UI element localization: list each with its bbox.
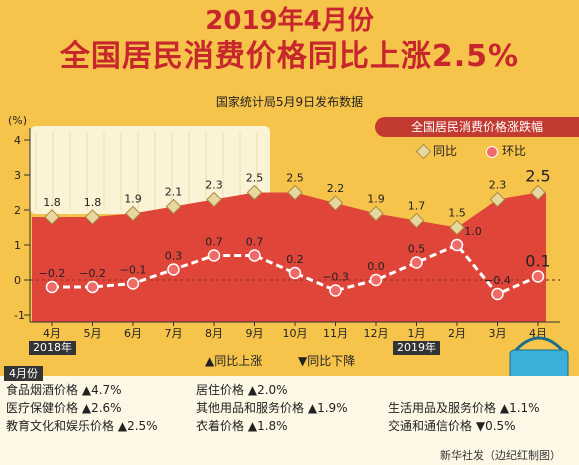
yoy-data-label: 1.8 — [43, 196, 61, 209]
yoy-data-label: 2.5 — [286, 172, 304, 185]
mom-data-label: 0.3 — [165, 250, 183, 263]
x-tick-label: 12月 — [364, 327, 389, 340]
dot-icon — [486, 146, 498, 158]
year-label-2018: 2018年 — [29, 341, 76, 355]
item-transport: 交通和通信价格 ▼0.5% — [388, 417, 516, 434]
mom-point — [371, 275, 382, 286]
yoy-data-label: 1.5 — [448, 207, 466, 220]
x-tick-label: 11月 — [323, 327, 348, 340]
item-name: 生活用品及服务价格 — [388, 401, 496, 415]
mom-data-label: 0.7 — [246, 236, 264, 249]
item-change: ▲1.9% — [308, 401, 348, 415]
x-tick-label: 2月 — [448, 327, 466, 340]
yoy-data-label: 2.3 — [489, 179, 507, 192]
month-tag: 4月份 — [4, 366, 43, 381]
yoy-data-label: 2.5 — [525, 167, 550, 186]
legend-mom-label: 环比 — [502, 144, 526, 158]
item-name: 食品烟酒价格 — [6, 383, 78, 397]
mom-point — [168, 264, 179, 275]
item-change: ▲2.5% — [118, 419, 158, 433]
legend-yoy-label: 同比 — [433, 144, 457, 158]
yoy-data-label: 2.1 — [165, 186, 183, 199]
x-tick-label: 10月 — [283, 327, 308, 340]
y-tick-label: 4 — [14, 134, 21, 147]
mom-point — [290, 268, 301, 279]
item-name: 衣着价格 — [196, 419, 244, 433]
item-housing: 居住价格 ▲2.0% — [196, 381, 288, 398]
y-tick-label: 1 — [14, 239, 21, 252]
item-health: 医疗保健价格 ▲2.6% — [6, 399, 122, 416]
mom-data-label: 0.0 — [367, 260, 385, 273]
item-change: ▲1.8% — [248, 419, 288, 433]
x-tick-label: 5月 — [84, 327, 102, 340]
mom-point — [249, 250, 260, 261]
mom-data-label: −0.2 — [79, 267, 106, 280]
mom-point — [128, 278, 139, 289]
y-tick-label: 0 — [14, 274, 21, 287]
item-change: ▲2.6% — [82, 401, 122, 415]
x-tick-label: 6月 — [124, 327, 142, 340]
y-tick-label: -1 — [14, 309, 25, 322]
mom-point — [411, 257, 422, 268]
yoy-data-label: 1.7 — [408, 200, 426, 213]
yoy-data-label: 2.5 — [246, 172, 264, 185]
mom-data-label: −0.2 — [39, 267, 66, 280]
mom-data-label: −0.3 — [322, 271, 349, 284]
y-unit-label: (%) — [8, 114, 27, 127]
mom-point — [492, 289, 503, 300]
legend-title: 全国居民消费价格涨跌幅 — [375, 117, 579, 137]
item-name: 其他用品和服务价格 — [196, 401, 304, 415]
item-clothing: 衣着价格 ▲1.8% — [196, 417, 288, 434]
yoy-data-label: 1.9 — [124, 193, 142, 206]
legend-mom: 环比 — [486, 142, 526, 159]
mom-point — [47, 282, 58, 293]
yoy-data-label: 2.2 — [327, 182, 345, 195]
x-tick-label: 7月 — [165, 327, 183, 340]
x-tick-label: 3月 — [489, 327, 507, 340]
mom-data-label: 0.7 — [205, 236, 223, 249]
item-other: 其他用品和服务价格 ▲1.9% — [196, 399, 348, 416]
mom-point — [452, 240, 463, 251]
legend-up: ▲同比上涨 — [205, 352, 262, 369]
mom-data-label: −0.4 — [484, 274, 511, 287]
mom-point — [330, 285, 341, 296]
item-food: 食品烟酒价格 ▲4.7% — [6, 381, 122, 398]
y-tick-label: 3 — [14, 169, 21, 182]
item-education: 教育文化和娱乐价格 ▲2.5% — [6, 417, 158, 434]
yoy-data-label: 1.9 — [367, 193, 385, 206]
yoy-data-label: 2.3 — [205, 179, 223, 192]
item-name: 交通和通信价格 — [388, 419, 472, 433]
x-tick-label: 8月 — [205, 327, 223, 340]
mom-data-label: 0.2 — [286, 253, 304, 266]
mom-data-label: 1.0 — [464, 225, 482, 238]
item-change: ▲1.1% — [500, 401, 540, 415]
mom-point — [87, 282, 98, 293]
x-tick-label: 4月 — [43, 327, 61, 340]
item-name: 医疗保健价格 — [6, 401, 78, 415]
credit: 新华社发（边纪红制图） — [440, 447, 561, 463]
legend-yoy: 同比 — [418, 142, 457, 159]
diamond-icon — [416, 144, 432, 160]
item-name: 居住价格 — [196, 383, 244, 397]
year-label-2019: 2019年 — [393, 341, 440, 355]
x-tick-label: 1月 — [408, 327, 426, 340]
item-change: ▼0.5% — [476, 419, 516, 433]
mom-data-label: 0.5 — [408, 243, 426, 256]
mom-point — [209, 250, 220, 261]
yoy-data-label: 1.8 — [84, 196, 102, 209]
item-change: ▲4.7% — [82, 383, 122, 397]
mom-data-label: 0.1 — [525, 252, 550, 271]
legend-down: ▼同比下降 — [298, 352, 355, 369]
item-name: 教育文化和娱乐价格 — [6, 419, 114, 433]
y-tick-label: 2 — [14, 204, 21, 217]
mom-point — [533, 271, 544, 282]
mom-data-label: −0.1 — [120, 264, 147, 277]
item-household: 生活用品及服务价格 ▲1.1% — [388, 399, 540, 416]
x-tick-label: 9月 — [246, 327, 264, 340]
item-change: ▲2.0% — [248, 383, 288, 397]
